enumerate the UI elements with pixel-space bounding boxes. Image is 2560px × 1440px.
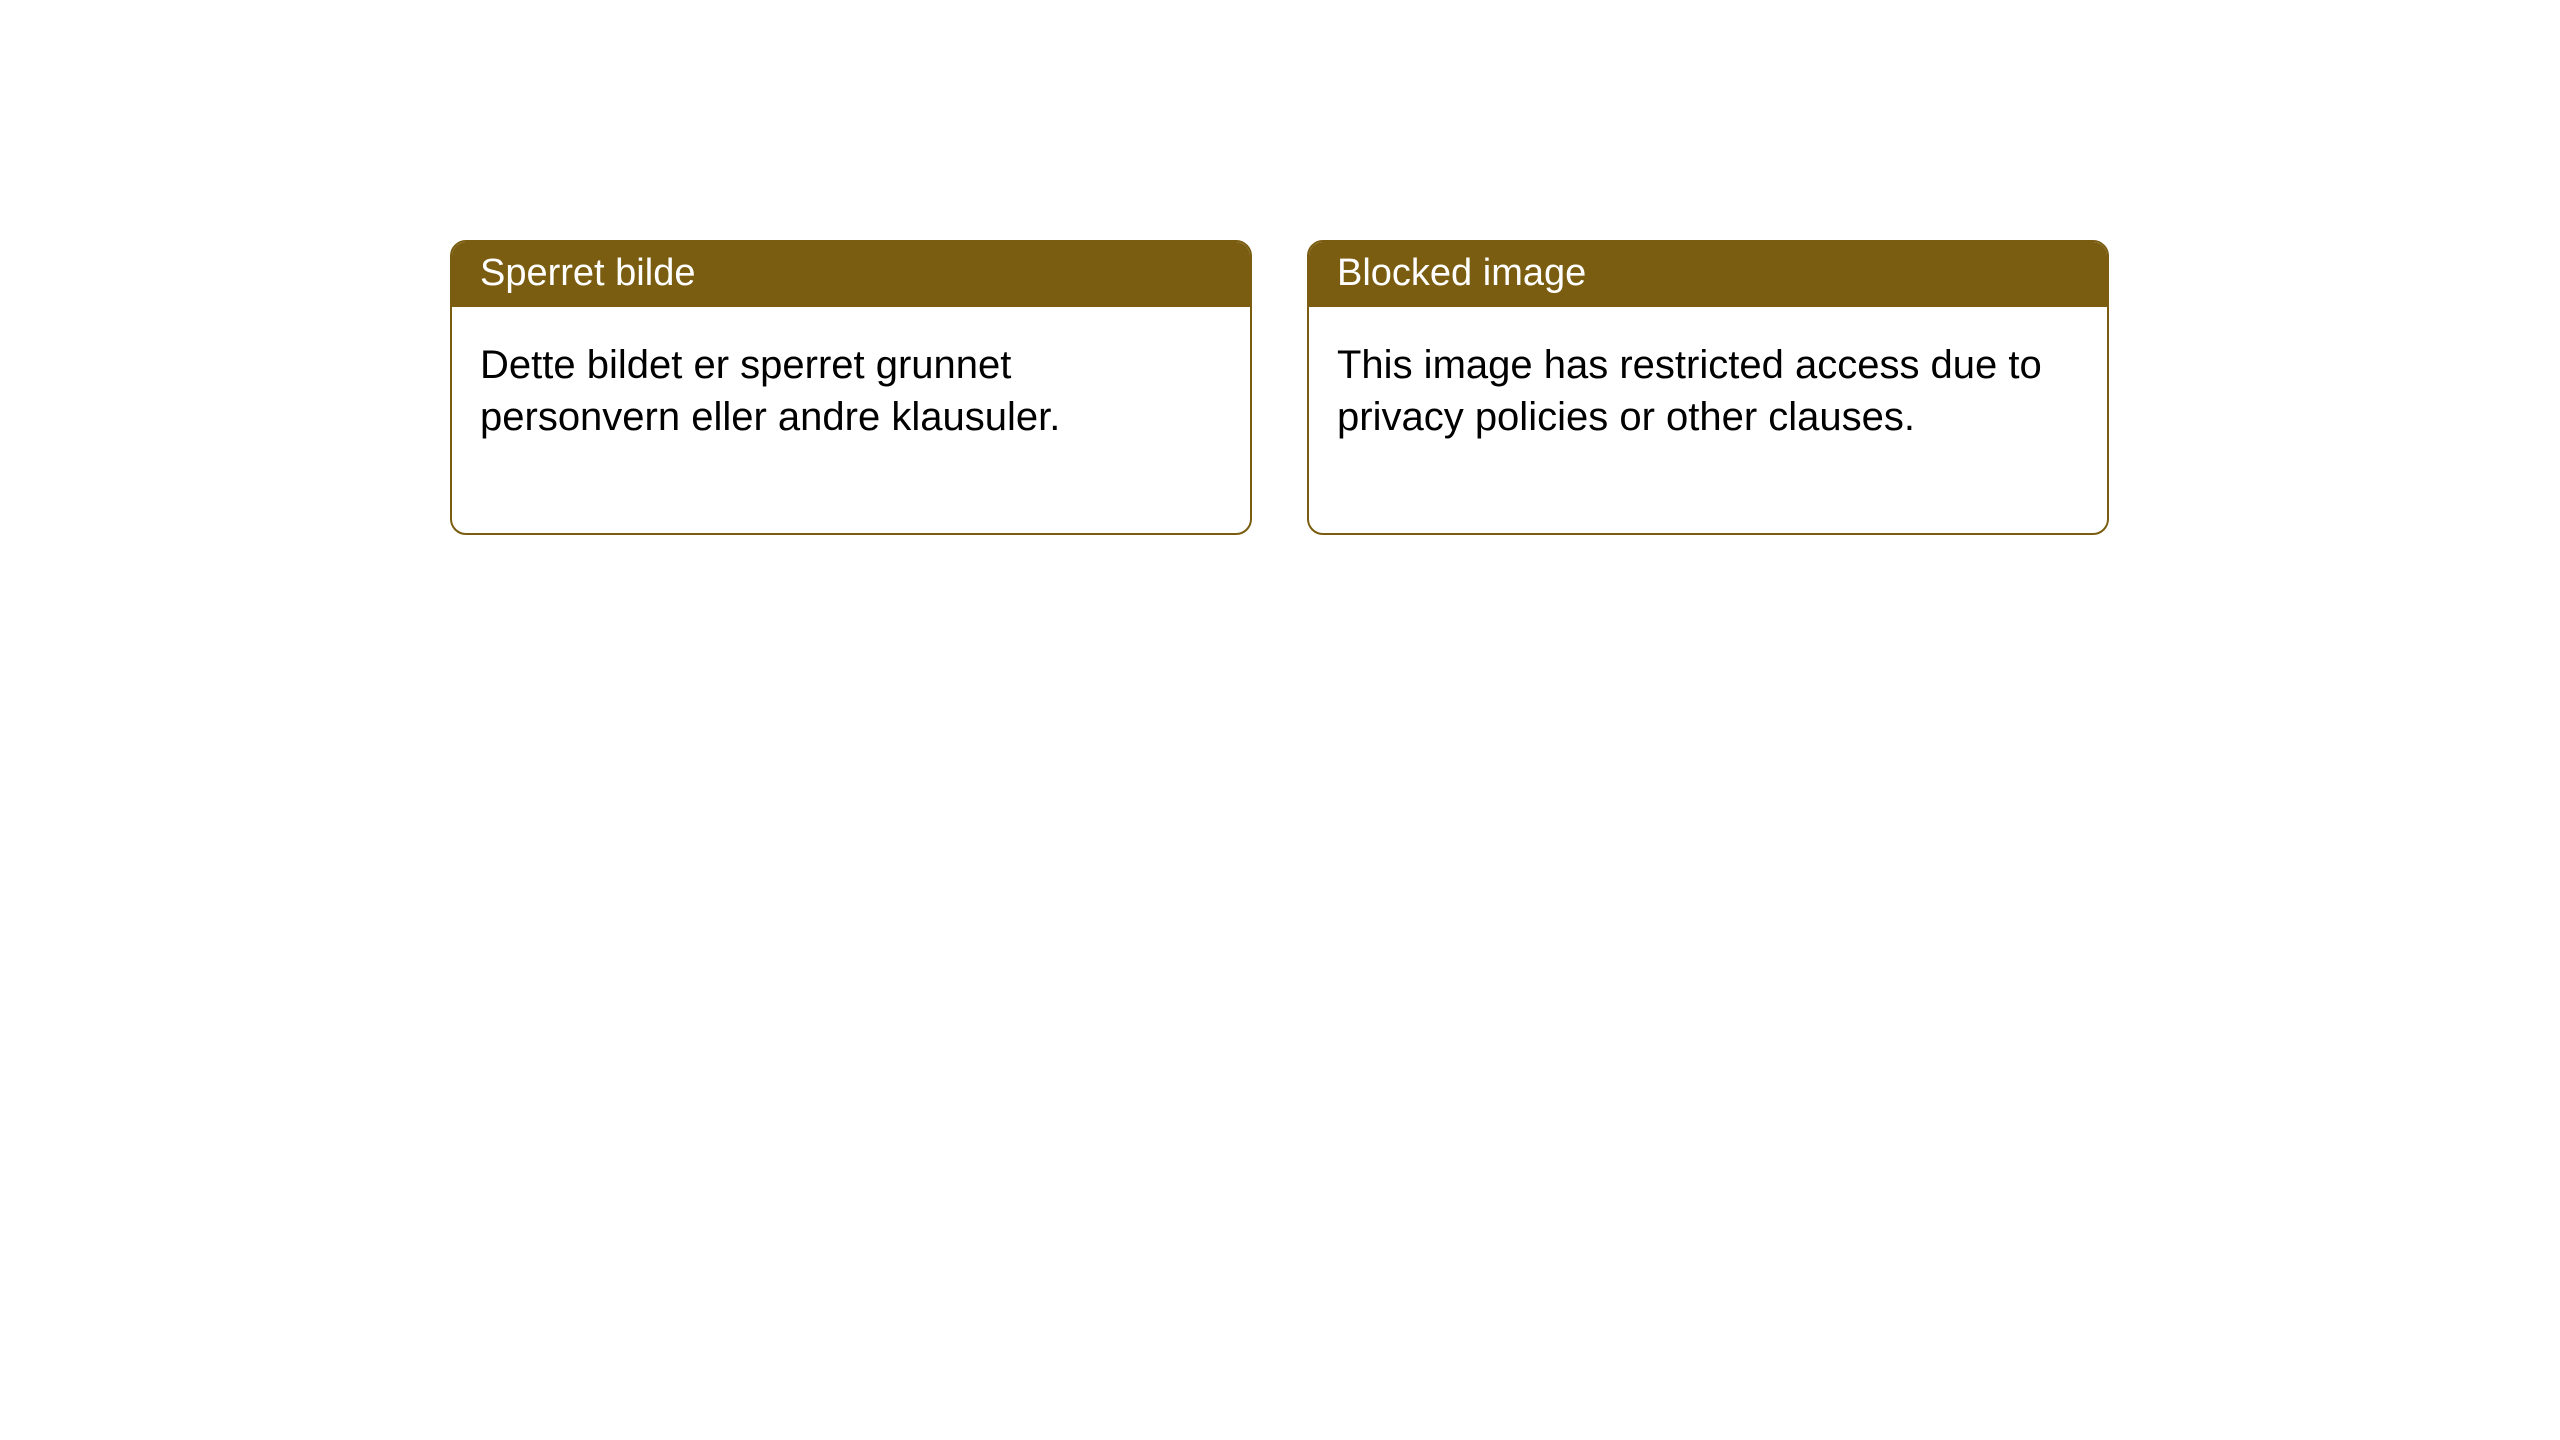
notice-cards-container: Sperret bilde Dette bildet er sperret gr… <box>450 240 2109 535</box>
card-body: This image has restricted access due to … <box>1309 307 2107 533</box>
notice-card-english: Blocked image This image has restricted … <box>1307 240 2109 535</box>
card-header: Blocked image <box>1309 242 2107 307</box>
card-header: Sperret bilde <box>452 242 1250 307</box>
card-header-text: Blocked image <box>1337 252 1586 294</box>
card-body: Dette bildet er sperret grunnet personve… <box>452 307 1250 533</box>
notice-card-norwegian: Sperret bilde Dette bildet er sperret gr… <box>450 240 1252 535</box>
card-body-text: Dette bildet er sperret grunnet personve… <box>480 343 1060 439</box>
card-header-text: Sperret bilde <box>480 252 695 294</box>
card-body-text: This image has restricted access due to … <box>1337 343 2042 439</box>
